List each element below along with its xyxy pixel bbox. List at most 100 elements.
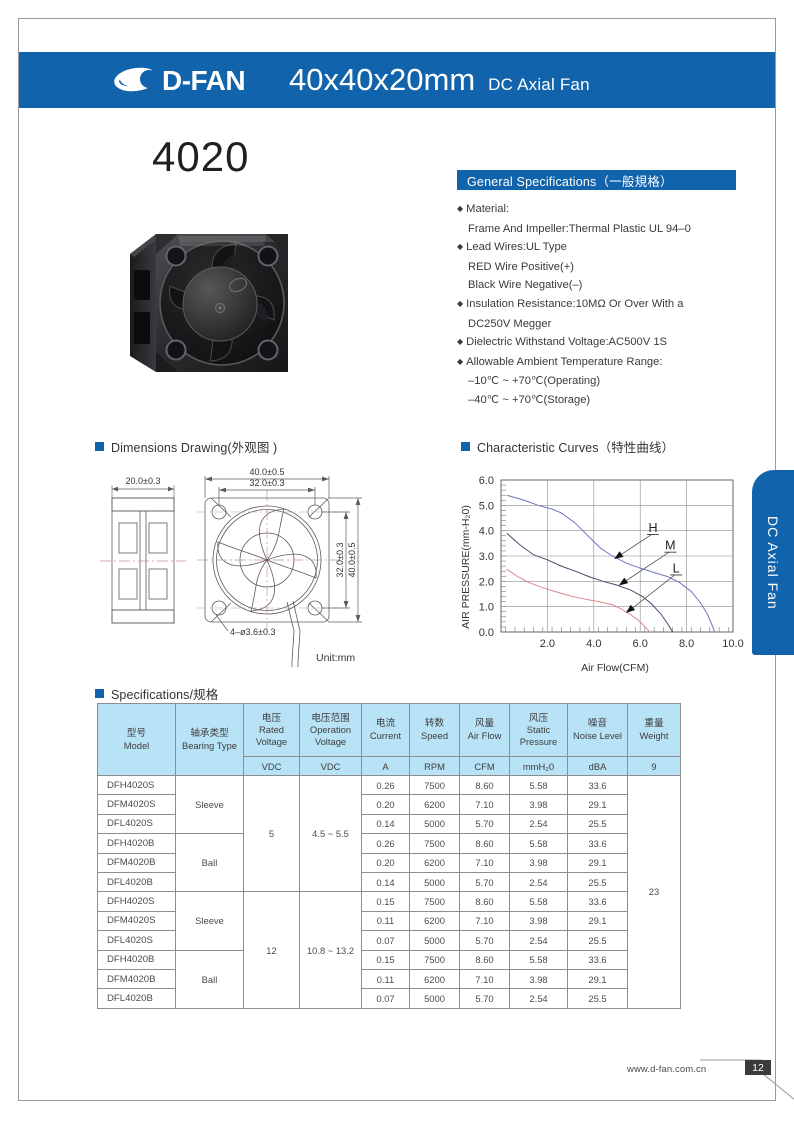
general-spec-line: RED Wire Positive(+) [468, 260, 574, 273]
cell-static-pressure: 3.98 [509, 852, 568, 873]
table-column-header: 电流 Current [361, 703, 410, 757]
column-header-en: Model [123, 739, 150, 751]
cell-noise-level: 29.1 [567, 968, 628, 990]
general-spec-line: Dielectric Withstand Voltage:AC500V 1S [457, 333, 757, 353]
chart-y-tick-label: 1.0 [479, 602, 494, 614]
column-header-en: Noise Level [573, 730, 622, 741]
dimensions-drawing: 20.0±0.3 [100, 467, 362, 667]
cell-noise-level: 25.5 [567, 871, 628, 893]
column-header-en: Bearing Type [181, 739, 238, 751]
general-spec-line: Insulation Resistance:10MΩ Or Over With … [457, 295, 757, 315]
characteristic-curves-chart: 0.0 1.0 2.0 3.0 4.0 5.0 6.0 2.0 4.0 6.0 8.0 10.0 HM… [460, 475, 744, 674]
table-column-header: 噪音 Noise Level [567, 703, 628, 757]
column-header-en: Weight [639, 730, 669, 741]
table-body: DFH4020S Sleeve 5 4.5 ~ 5.5 0.26 7500 8.60 5.58… [97, 774, 681, 1009]
page-border-bottom [18, 1100, 776, 1101]
fan-type-subtitle: DC Axial Fan [488, 75, 590, 94]
table-column-unit: A [361, 756, 410, 776]
column-header-cn: 风量 [474, 718, 495, 730]
specifications-section-heading: Specifications/规格 [95, 684, 218, 703]
chart-tick-labels: 0.0 1.0 2.0 3.0 4.0 5.0 6.0 2.0 4.0 6.0 8.0 10.0 [479, 475, 744, 650]
product-photo [130, 234, 288, 372]
footer-website-url[interactable]: www.d-fan.com.cn [627, 1064, 707, 1075]
cell-speed: 5000 [409, 813, 460, 835]
column-header-cn: 电流 [375, 718, 396, 730]
side-tab-label: DC Axial Fan [765, 515, 781, 610]
curves-section-heading: Characteristic Curves（特性曲线） [461, 437, 674, 456]
table-row: DFH4020B Ball 0.15 7500 8.60 5.58 33.6 [97, 949, 681, 1009]
cell-current: 0.11 [361, 968, 410, 990]
cell-bearing-type: Sleeve [175, 891, 244, 951]
column-header-cn: 型号 [126, 727, 147, 739]
cell-static-pressure: 2.54 [509, 871, 568, 893]
cell-air-flow: 7.10 [459, 794, 510, 815]
column-header-en: Speed [420, 730, 449, 741]
table-column-header: 风量 Air Flow [459, 703, 510, 757]
table-row: DFM4020B 0.11 6200 7.10 3.98 29.1 [97, 968, 681, 990]
cell-noise-level: 33.6 [567, 833, 628, 854]
side-tab-dc-axial-fan[interactable]: DC Axial Fan [752, 470, 794, 655]
cell-current: 0.14 [361, 813, 410, 835]
general-spec-line: Allowable Ambient Temperature Range: [457, 353, 757, 373]
cell-bearing-type: Ball [175, 949, 244, 1009]
cell-speed: 6200 [409, 910, 460, 932]
general-specifications-title: General Specifications（一般規格） [457, 170, 736, 190]
chart-x-tick-label: 10.0 [722, 638, 743, 650]
cell-speed: 7500 [409, 774, 460, 796]
cell-air-flow: 5.70 [459, 813, 510, 835]
cell-air-flow: 8.60 [459, 833, 510, 854]
table-column-header: 电压 Rated Voltage [243, 703, 300, 757]
cell-static-pressure: 2.54 [509, 813, 568, 835]
table-column-unit: VDC [299, 756, 362, 776]
chart-y-axis-label: AIR PRESSURE(mm-H₂0) [460, 505, 472, 629]
cell-static-pressure: 5.58 [509, 949, 568, 970]
curves-heading-label: Characteristic Curves（特性曲线） [477, 441, 675, 455]
table-column-unit: dBA [567, 756, 628, 776]
table-column-header: 重量 Weight [627, 703, 681, 757]
column-header-en: Rated Voltage [255, 724, 288, 747]
chart-y-tick-label: 2.0 [479, 576, 494, 588]
table-column-header: 风压 Static Pressure [509, 703, 568, 757]
cell-static-pressure: 3.98 [509, 910, 568, 932]
cell-air-flow: 8.60 [459, 774, 510, 796]
cell-model: DFM4020S [97, 910, 176, 932]
cell-static-pressure: 3.98 [509, 968, 568, 990]
cell-static-pressure: 2.54 [509, 930, 568, 951]
cell-model: DFH4020B [97, 949, 176, 970]
cell-model: DFM4020S [97, 794, 176, 815]
cell-air-flow: 5.70 [459, 930, 510, 951]
cell-air-flow: 7.10 [459, 968, 510, 990]
chart-annotation-h: H [648, 521, 657, 535]
table-column-unit: 9 [627, 756, 681, 776]
bullet-square-icon [95, 442, 104, 451]
cell-air-flow: 8.60 [459, 891, 510, 912]
cell-model: DFL4020S [97, 813, 176, 835]
cell-speed: 5000 [409, 988, 460, 1009]
cell-model: DFH4020B [97, 833, 176, 854]
cell-static-pressure: 5.58 [509, 833, 568, 854]
table-header-row-main: 型号 Model 轴承类型 Bearing Type 电压 Rated Voltage 电压… [97, 703, 681, 776]
general-spec-line: –10℃ ~ +70℃(Operating) [468, 375, 601, 388]
cell-noise-level: 33.6 [567, 774, 628, 796]
table-column-unit: RPM [409, 756, 460, 776]
page-title: 4020 [152, 133, 250, 180]
cell-static-pressure: 5.58 [509, 774, 568, 796]
cell-speed: 5000 [409, 930, 460, 951]
cell-noise-level: 33.6 [567, 949, 628, 970]
cell-speed: 5000 [409, 871, 460, 893]
table-row: DFL4020B 0.14 5000 5.70 2.54 25.5 [97, 871, 681, 893]
cell-speed: 7500 [409, 891, 460, 912]
cell-static-pressure: 3.98 [509, 794, 568, 815]
cell-model: DFL4020B [97, 988, 176, 1009]
page-border-left [18, 18, 19, 1101]
cell-noise-level: 29.1 [567, 852, 628, 873]
bullet-square-icon [461, 442, 470, 451]
general-spec-line: –40℃ ~ +70℃(Storage) [468, 393, 591, 406]
chart-x-tick-label: 4.0 [586, 638, 601, 650]
general-spec-line: Black Wire Negative(–) [468, 279, 583, 292]
chart-y-tick-label: 5.0 [479, 500, 494, 512]
cell-current: 0.20 [361, 852, 410, 873]
column-header-cn: 轴承类型 [190, 727, 229, 739]
brand-name: D-FAN [162, 65, 246, 96]
